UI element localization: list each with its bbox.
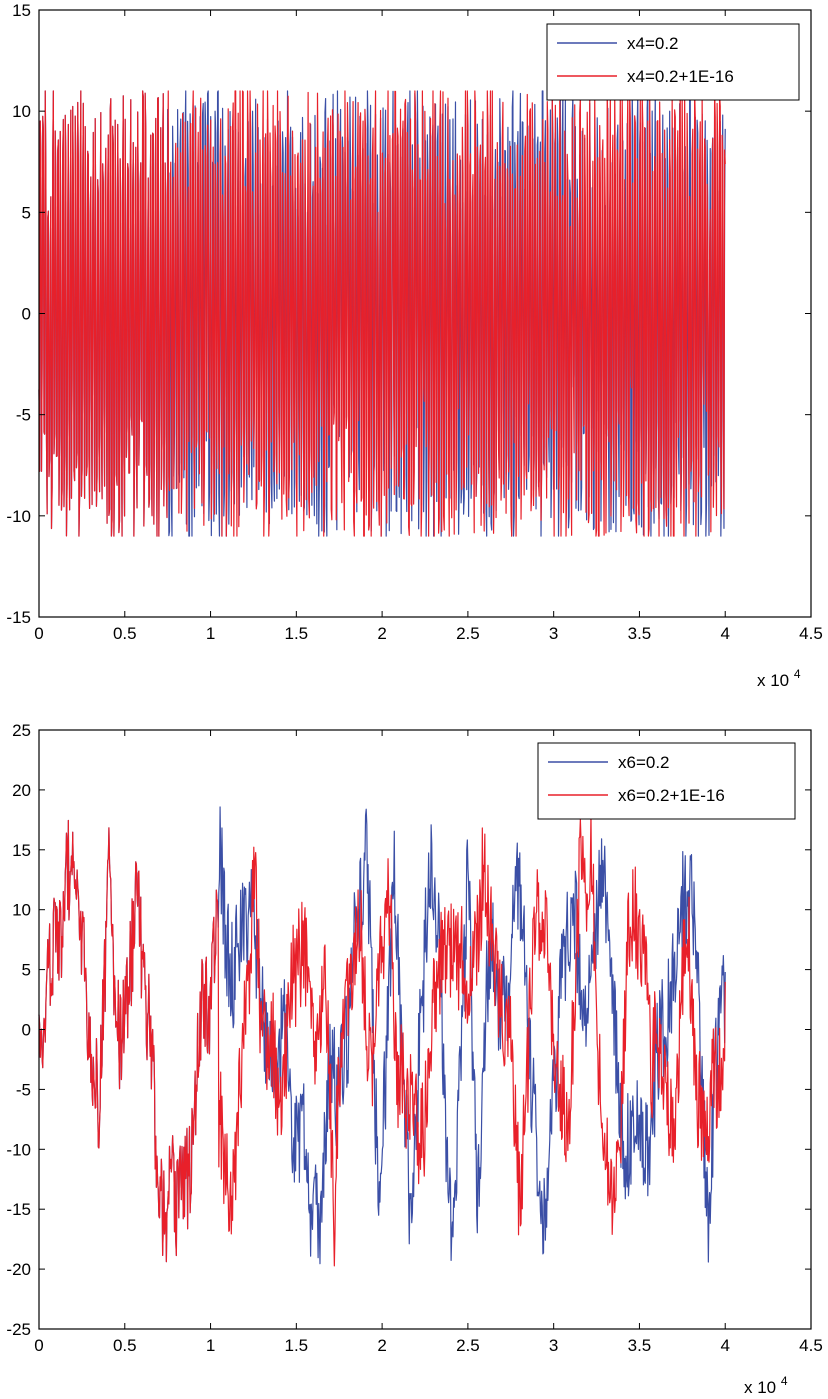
x-tick-label: 2.5: [456, 624, 480, 643]
y-tick-label: -15: [6, 608, 31, 627]
y-tick-label: -25: [6, 1320, 31, 1339]
legend: x6=0.2 x6=0.2+1E-16: [537, 742, 796, 820]
x-multiplier-base: x 10: [744, 1378, 776, 1397]
axis-ticks: 0 0.5 1 1.5 2 2.5 3 3.5 4 4.5 25 20 15 10 5 0 -5 -10 -15 -2…: [6, 721, 822, 1355]
y-tick-label: -10: [6, 1140, 31, 1159]
y-tick-label: 20: [12, 781, 31, 800]
x-tick-label: 2: [377, 1336, 386, 1355]
legend: x4=0.2 x4=0.2+1E-16: [546, 23, 800, 101]
x-tick-label: 3: [549, 1336, 558, 1355]
x-multiplier-exponent: 4: [781, 1374, 788, 1388]
x-tick-label: 4.5: [799, 1336, 823, 1355]
x-tick-label: 0: [34, 624, 43, 643]
legend-label: x6=0.2+1E-16: [618, 786, 725, 805]
x-tick-label: 2: [377, 624, 386, 643]
legend-label: x4=0.2+1E-16: [627, 67, 734, 86]
x-multiplier: x 10 4: [757, 667, 801, 690]
axis-ticks: 0 0.5 1 1.5 2 2.5 3 3.5 4 4.5 15 10 5 0 -5 -10 -15: [6, 1, 822, 643]
x-tick-label: 0.5: [113, 624, 137, 643]
chart-x6: 0 0.5 1 1.5 2 2.5 3 3.5 4 4.5 25 20 15 10 5 0 -5 -10 -15 -2…: [6, 721, 822, 1397]
x-tick-label: 1: [206, 624, 215, 643]
y-tick-label: -10: [6, 507, 31, 526]
series-layer: [38, 90, 726, 537]
series-line-red: [38, 812, 726, 1267]
y-tick-label: 25: [12, 721, 31, 740]
x-multiplier-base: x 10: [757, 671, 789, 690]
y-tick-label: 15: [12, 841, 31, 860]
x-tick-label: 3: [549, 624, 558, 643]
x-tick-label: 1.5: [285, 624, 309, 643]
y-tick-label: 10: [12, 102, 31, 121]
y-tick-label: 15: [12, 1, 31, 20]
y-tick-label: -5: [16, 1080, 31, 1099]
x-tick-label: 3.5: [628, 1336, 652, 1355]
y-tick-label: -20: [6, 1260, 31, 1279]
legend-box: [537, 742, 796, 820]
legend-label: x6=0.2: [618, 753, 670, 772]
x-tick-label: 1.5: [285, 1336, 309, 1355]
y-tick-label: -5: [16, 406, 31, 425]
y-tick-label: -15: [6, 1200, 31, 1219]
y-tick-label: 5: [22, 203, 31, 222]
legend-label: x4=0.2: [627, 34, 679, 53]
y-tick-label: 0: [22, 305, 31, 324]
y-tick-label: 10: [12, 901, 31, 920]
y-tick-label: 5: [22, 961, 31, 980]
y-tick-label: 0: [22, 1021, 31, 1040]
chart-x4: 0 0.5 1 1.5 2 2.5 3 3.5 4 4.5 15 10 5 0 -5 -10 -15 x4=0.…: [6, 1, 822, 690]
series-line-blue: [38, 806, 726, 1265]
legend-box: [546, 23, 800, 101]
x-multiplier-exponent: 4: [794, 667, 801, 681]
series-layer: [38, 806, 726, 1267]
series-line-red: [38, 90, 726, 537]
x-multiplier: x 10 4: [744, 1374, 788, 1397]
x-tick-label: 0: [34, 1336, 43, 1355]
x-tick-label: 1: [206, 1336, 215, 1355]
x-tick-label: 4.5: [799, 624, 823, 643]
x-tick-label: 0.5: [113, 1336, 137, 1355]
x-tick-label: 4: [720, 1336, 729, 1355]
x-tick-label: 3.5: [628, 624, 652, 643]
x-tick-label: 2.5: [456, 1336, 480, 1355]
x-tick-label: 4: [720, 624, 729, 643]
